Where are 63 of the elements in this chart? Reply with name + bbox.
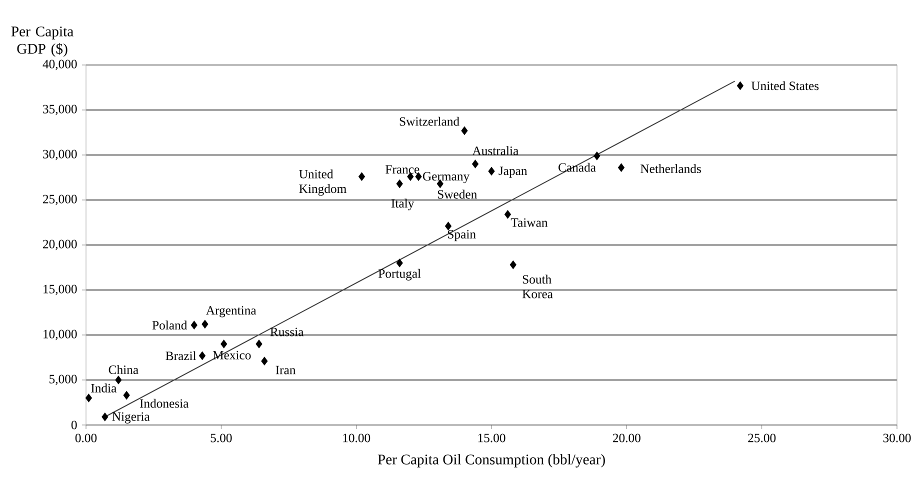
y-tick-label: 25,000 <box>43 194 77 206</box>
annotation: United Kingdom <box>299 170 346 196</box>
annotation: Portugal <box>378 268 421 280</box>
x-tick-label: 15.00 <box>478 434 506 442</box>
x-tick-label: 10.00 <box>343 434 370 442</box>
annotation: Germany <box>422 172 470 184</box>
point <box>510 260 516 270</box>
point <box>488 166 495 176</box>
point <box>594 152 600 160</box>
x-tick-label: 25.00 <box>748 434 776 442</box>
y-tick-label: 5,000 <box>50 374 77 386</box>
point <box>736 81 744 90</box>
annotation: India <box>91 384 117 392</box>
annotation: Taiwan <box>510 218 548 227</box>
annotation: Sweden <box>438 190 477 199</box>
annotation: Indonesia <box>140 398 189 408</box>
annotation: Spain <box>448 230 476 242</box>
y-tick-label: 0 <box>71 420 77 430</box>
y-tick-label: 40,000 <box>42 60 77 70</box>
annotation: France <box>386 165 420 174</box>
annotation: Netherlands <box>640 164 701 174</box>
annotation: Japan <box>498 166 528 178</box>
point <box>396 180 403 188</box>
point <box>190 320 198 330</box>
annotation: Poland <box>152 320 188 330</box>
annotation: Russia <box>270 328 304 336</box>
annotation: Brazil <box>166 351 196 360</box>
annotation: Italy <box>391 198 414 210</box>
point <box>202 320 208 328</box>
y-axis-title: Per Capita GDP ($) <box>11 26 74 57</box>
point <box>618 163 625 172</box>
y-tick-label: 35,000 <box>43 104 77 116</box>
annotation: Iran <box>276 366 296 374</box>
point <box>461 126 468 135</box>
point <box>85 394 92 402</box>
x-tick-label: 30.00 <box>883 434 911 442</box>
point <box>115 376 122 384</box>
annotation: Switzerland <box>400 116 460 126</box>
annotation: China <box>108 365 138 374</box>
y-tick-label: 15,000 <box>44 284 77 296</box>
x-tick-label: 20.00 <box>612 434 640 442</box>
point <box>358 172 366 181</box>
annotation: United States <box>751 81 819 90</box>
point <box>261 356 268 366</box>
annotation: South Korea <box>522 274 553 298</box>
y-tick-label: 30,000 <box>43 150 77 160</box>
point <box>256 340 262 348</box>
point <box>504 210 511 219</box>
y-tick-label: 10,000 <box>44 330 77 340</box>
point <box>444 222 452 230</box>
x-tick-label: 0.00 <box>75 434 97 442</box>
point <box>123 391 130 400</box>
annotation: Nigeria <box>112 412 150 424</box>
annotation: Australia <box>472 146 518 156</box>
point <box>396 258 403 268</box>
point <box>102 412 108 422</box>
x-tick-label: 5.00 <box>210 434 232 442</box>
point <box>220 340 228 348</box>
y-tick-label: 20,000 <box>43 240 77 250</box>
annotation: Argentina <box>206 306 256 318</box>
x-axis-title: Per Capita Oil Consumption (bbl/year) <box>378 454 605 468</box>
point <box>198 351 206 360</box>
point <box>472 160 479 168</box>
